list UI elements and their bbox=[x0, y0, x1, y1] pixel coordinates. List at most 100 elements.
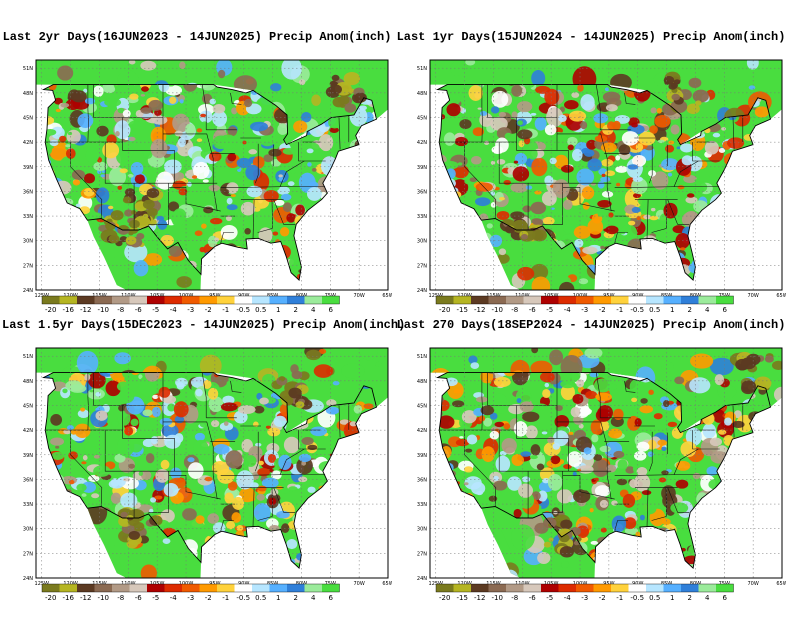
lat-tick-label: 27N bbox=[23, 263, 33, 269]
lon-tick-label: 65W bbox=[382, 293, 392, 299]
legend-frame bbox=[435, 295, 734, 305]
legend-swatch bbox=[646, 296, 664, 304]
legend-swatch bbox=[698, 584, 716, 592]
legend-swatch bbox=[42, 584, 60, 592]
legend-label: -6 bbox=[135, 306, 143, 314]
map-frame bbox=[35, 59, 389, 291]
panel-title: Last 1yr Days(15JUN2024 - 14JUN2025) Pre… bbox=[396, 30, 786, 44]
legend-label: -12 bbox=[474, 306, 485, 314]
state-boundaries bbox=[41, 84, 378, 281]
lat-tick-label: 48N bbox=[23, 91, 33, 97]
lon-tick-label: 125W bbox=[35, 581, 50, 587]
legend-swatch bbox=[576, 296, 594, 304]
precip-anomaly-map: 24N27N30N33N36N39N42N45N48N51N125W120W11… bbox=[417, 59, 786, 314]
legend-swatch bbox=[681, 584, 699, 592]
legend-label: 1 bbox=[670, 594, 674, 602]
legend-label: -10 bbox=[492, 306, 503, 314]
legend-label: -12 bbox=[80, 306, 91, 314]
lat-tick-label: 45N bbox=[417, 116, 427, 122]
lat-tick-label: 42N bbox=[417, 140, 427, 146]
legend-label: -1 bbox=[616, 306, 623, 314]
legend-swatch bbox=[436, 584, 454, 592]
legend-label: -5 bbox=[546, 306, 553, 314]
us-outline bbox=[41, 372, 378, 569]
legend-swatch bbox=[252, 584, 270, 592]
panel-2yr: Last 2yr Days(16JUN2023 - 14JUN2025) Pre… bbox=[2, 30, 392, 330]
legend-label: 0.5 bbox=[255, 594, 266, 602]
legend-swatch bbox=[593, 584, 611, 592]
lat-tick-label: 39N bbox=[23, 453, 33, 459]
lon-tick-label: 65W bbox=[776, 293, 786, 299]
legend-swatch bbox=[182, 584, 200, 592]
legend-swatch bbox=[147, 584, 165, 592]
legend-swatch bbox=[628, 584, 646, 592]
legend-label: -4 bbox=[564, 306, 572, 314]
legend-swatch bbox=[147, 296, 165, 304]
legend-label: 0.5 bbox=[255, 306, 266, 314]
us-outline bbox=[41, 84, 378, 281]
lat-tick-label: 51N bbox=[23, 354, 33, 360]
legend-swatch bbox=[269, 584, 287, 592]
legend-swatch bbox=[322, 584, 340, 592]
lat-tick-label: 33N bbox=[23, 214, 33, 220]
legend-swatch bbox=[506, 296, 524, 304]
lon-tick-label: 125W bbox=[35, 293, 50, 299]
legend-label: 4 bbox=[311, 306, 316, 314]
legend-swatch bbox=[558, 584, 576, 592]
legend-label: -16 bbox=[63, 306, 75, 314]
legend-label: -8 bbox=[511, 306, 518, 314]
legend-swatch bbox=[663, 296, 681, 304]
legend-label: -3 bbox=[187, 306, 194, 314]
legend-swatch bbox=[698, 296, 716, 304]
legend-label: -10 bbox=[492, 594, 503, 602]
lat-tick-label: 39N bbox=[417, 165, 427, 171]
legend-swatch bbox=[681, 296, 699, 304]
legend-label: -2 bbox=[599, 306, 606, 314]
lon-tick-label: 70W bbox=[747, 293, 758, 299]
lat-tick-label: 30N bbox=[23, 239, 33, 245]
legend-swatch bbox=[217, 296, 235, 304]
state-boundaries bbox=[435, 84, 772, 281]
lat-tick-label: 36N bbox=[417, 477, 427, 483]
lon-tick-label: 125W bbox=[429, 581, 444, 587]
legend-label: -12 bbox=[474, 594, 485, 602]
legend-swatch bbox=[628, 296, 646, 304]
legend-label: -8 bbox=[511, 594, 518, 602]
legend-swatch bbox=[164, 296, 182, 304]
legend-swatch bbox=[576, 584, 594, 592]
legend-label: -12 bbox=[80, 594, 91, 602]
legend-swatch bbox=[199, 296, 217, 304]
legend-swatch bbox=[663, 584, 681, 592]
legend-label: 0.5 bbox=[649, 306, 660, 314]
lat-tick-label: 51N bbox=[417, 66, 427, 72]
legend-frame bbox=[41, 295, 340, 305]
grid bbox=[430, 348, 783, 579]
legend-label: -5 bbox=[152, 306, 159, 314]
legend-label: -16 bbox=[63, 594, 75, 602]
panel-title: Last 270 Days(18SEP2024 - 14JUN2025) Pre… bbox=[396, 318, 786, 332]
grid bbox=[430, 60, 783, 291]
legend-label: -6 bbox=[529, 306, 537, 314]
lon-tick-label: 125W bbox=[429, 293, 444, 299]
legend-swatch bbox=[611, 296, 629, 304]
legend-label: 0.5 bbox=[649, 594, 660, 602]
legend-swatch bbox=[59, 296, 77, 304]
legend-frame bbox=[435, 583, 734, 593]
legend-label: 4 bbox=[311, 594, 316, 602]
legend-swatch bbox=[716, 296, 734, 304]
legend-label: 1 bbox=[276, 306, 280, 314]
legend-label: -15 bbox=[457, 594, 468, 602]
legend-swatch bbox=[541, 584, 559, 592]
legend-swatch bbox=[199, 584, 217, 592]
state-boundaries bbox=[41, 372, 378, 569]
legend-label: -2 bbox=[205, 594, 212, 602]
legend-swatch bbox=[129, 296, 147, 304]
legend-swatch bbox=[646, 584, 664, 592]
legend-swatch bbox=[217, 584, 235, 592]
legend-swatch bbox=[182, 296, 200, 304]
legend-label: -5 bbox=[152, 594, 159, 602]
legend-swatch bbox=[94, 296, 112, 304]
lat-tick-label: 33N bbox=[417, 214, 427, 220]
legend-label: -20 bbox=[439, 306, 450, 314]
lat-tick-label: 39N bbox=[417, 453, 427, 459]
